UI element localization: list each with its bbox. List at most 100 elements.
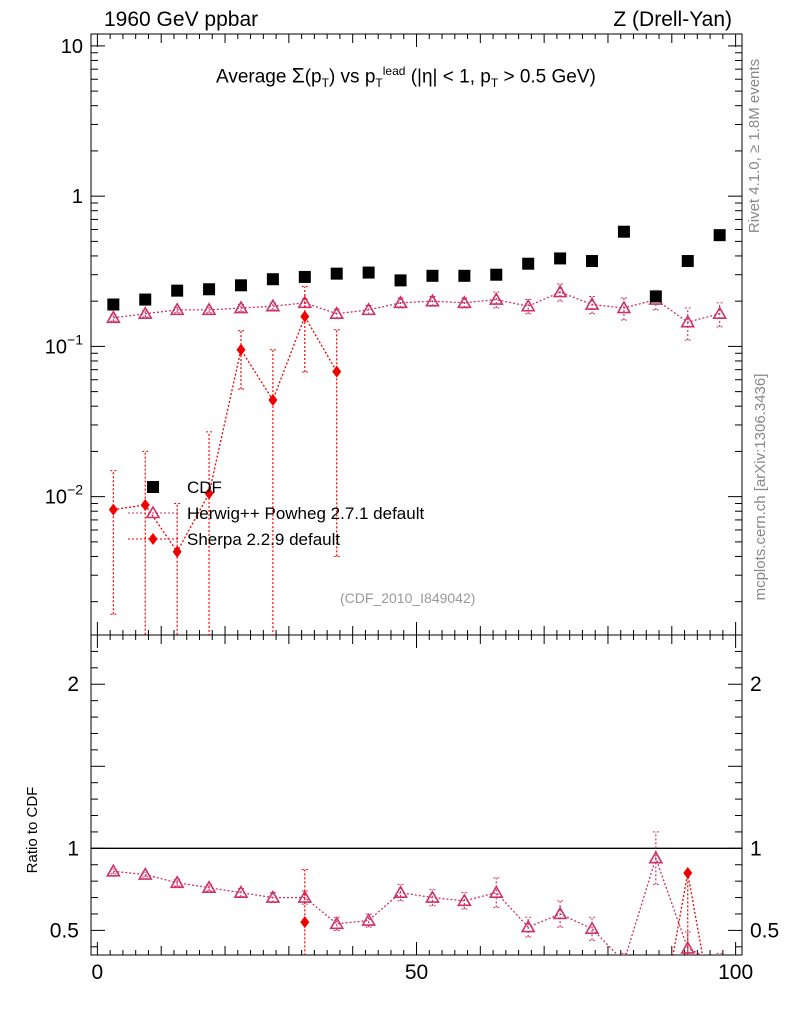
title-sub-t2: T	[375, 76, 383, 91]
ratio-tick-label-right-1: 1	[750, 837, 762, 860]
cdf-main-point	[586, 255, 599, 268]
herwig-main-point	[584, 296, 600, 310]
herwig-ratio-point	[105, 863, 121, 877]
cdf-main-point	[649, 290, 662, 303]
ratio-tick-label-right-2: 2	[750, 673, 762, 696]
title-close-vs: ) vs p	[328, 66, 376, 88]
herwig-ratio-point	[648, 850, 664, 864]
herwig-main-point	[201, 302, 217, 316]
herwig-ratio-point	[520, 919, 536, 933]
herwig-ratio-point	[456, 893, 472, 907]
herwig-ratio-point	[329, 916, 345, 930]
sherpa-main-point	[300, 310, 310, 323]
title-average: Average	[216, 66, 287, 88]
herwig-main-point	[552, 284, 568, 298]
ratio-y-axis-label: Ratio to CDF	[24, 786, 41, 874]
herwig-main-point	[616, 300, 632, 314]
mcplots-label: mcplots.cern.ch [arXiv:1306.3436]	[752, 373, 769, 601]
herwig-main-point	[712, 306, 728, 320]
herwig-ratio-point	[361, 912, 377, 926]
legend-label-herwig: Herwig++ Powheg 2.7.1 default	[187, 504, 424, 523]
cdf-main-point	[107, 298, 120, 311]
herwig-main-point	[105, 310, 121, 324]
title-pt-open: (p	[304, 66, 322, 88]
ratio-tick-label-right-0.5: 0.5	[750, 919, 779, 942]
cdf-main-point	[426, 269, 439, 282]
herwig-ratio-point	[425, 889, 440, 903]
rivet-version-label: Rivet 4.1.0, ≥ 1.8M events	[746, 58, 763, 234]
legend-marker-cdf	[147, 481, 159, 493]
cdf-main-point	[617, 225, 630, 238]
header-left-label: 1960 GeV ppbar	[104, 8, 259, 31]
title-cuts-a: (|η| < 1, p	[405, 66, 491, 88]
x-tick-label-50: 50	[405, 961, 428, 984]
herwig-main-point	[393, 295, 408, 309]
cdf-main-point	[362, 266, 375, 279]
ratio-tick-label-left-1: 1	[67, 837, 79, 860]
chart-title: Average Σ(pT) vs pTlead (|η| < 1, pT > 0…	[216, 64, 596, 90]
cdf-main-point	[298, 270, 311, 283]
sherpa-main-point	[332, 365, 342, 378]
cdf-main-point	[522, 257, 535, 270]
cdf-main-point	[330, 267, 343, 280]
ratio-plot-frame	[90, 634, 743, 956]
cdf-main-point	[171, 284, 184, 297]
herwig-ratio-point	[623, 953, 625, 955]
x-tick-label-0: 0	[92, 961, 104, 984]
y-tick-label-0: 10−2	[45, 482, 83, 509]
legend-marker-herwig	[145, 505, 161, 519]
herwig-main-point	[488, 291, 504, 305]
y-tick-label-2: 1	[72, 186, 83, 208]
herwig-main-point	[329, 306, 345, 320]
sherpa-ratio-point	[683, 866, 693, 879]
herwig-main-point	[520, 298, 536, 312]
herwig-ratio-point	[265, 889, 281, 903]
herwig-ratio-point	[584, 921, 600, 935]
title-sigma: Σ	[291, 64, 305, 88]
sherpa-main-point	[108, 503, 118, 516]
herwig-main-point	[137, 306, 153, 320]
cdf-main-point	[266, 273, 279, 286]
x-tick-label-100: 100	[718, 961, 753, 984]
title-sub-t3: T	[490, 76, 499, 91]
cdf-main-point	[139, 293, 152, 306]
cdf-main-point	[554, 252, 567, 265]
herwig-ratio-point	[233, 885, 249, 898]
title-sup-lead: lead	[382, 64, 406, 78]
legend-label-sherpa: Sherpa 2.2.9 default	[187, 530, 340, 549]
y-tick-label-3: 10	[61, 36, 83, 58]
sherpa-main-point	[236, 343, 246, 356]
herwig-main-point	[233, 300, 249, 314]
herwig-ratio-line	[113, 856, 704, 955]
sherpa-main-point	[204, 487, 214, 500]
herwig-ratio-point	[680, 940, 696, 954]
herwig-main-point	[169, 302, 185, 316]
cdf-main-point	[458, 269, 471, 282]
cdf-main-point	[713, 229, 726, 242]
sherpa-main-point	[268, 393, 278, 406]
herwig-ratio-point	[488, 885, 504, 898]
herwig-ratio-point	[297, 889, 313, 903]
herwig-ratio-point	[169, 875, 185, 889]
y-tick-label-1: 10−1	[45, 331, 83, 358]
cdf-main-point	[681, 255, 694, 268]
cdf-main-point	[490, 268, 503, 281]
legend-marker-sherpa	[148, 533, 158, 545]
title-sub-t1: T	[321, 76, 329, 91]
herwig-ratio-point	[552, 906, 568, 920]
herwig-ratio-point	[201, 880, 217, 894]
ratio-tick-label-left-0.5: 0.5	[50, 919, 79, 942]
title-cuts-b: > 0.5 GeV)	[498, 66, 596, 88]
herwig-main-point	[425, 293, 440, 307]
header-right-label: Z (Drell-Yan)	[613, 8, 732, 31]
herwig-main-point	[265, 298, 281, 312]
herwig-ratio-point	[137, 866, 153, 880]
cdf-main-point	[203, 283, 216, 296]
herwig-main-point	[456, 295, 472, 309]
herwig-main-point	[680, 314, 696, 328]
herwig-main-line	[113, 291, 720, 323]
herwig-ratio-point	[393, 885, 408, 898]
sherpa-ratio-point	[300, 916, 310, 929]
ratio-tick-label-left-2: 2	[67, 673, 79, 696]
